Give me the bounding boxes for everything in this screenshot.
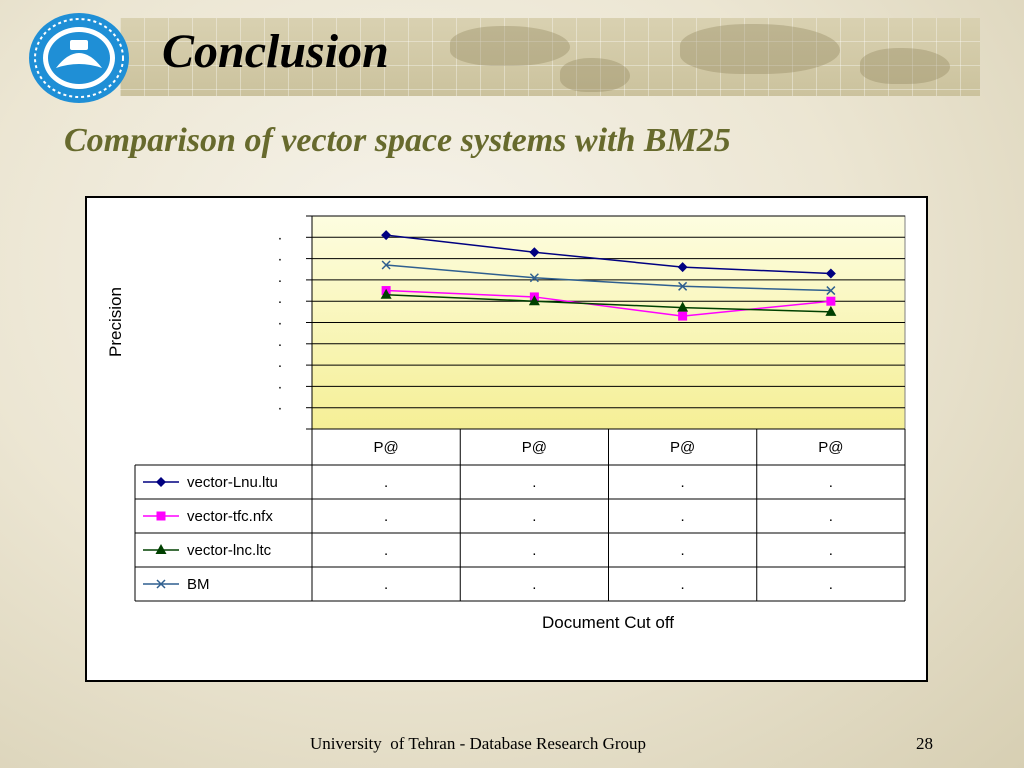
data-point bbox=[677, 262, 688, 273]
map-landmass bbox=[450, 26, 570, 66]
data-point bbox=[826, 286, 836, 296]
data-point bbox=[825, 268, 836, 279]
table-value-cell: . bbox=[384, 474, 388, 491]
legend-label: vector-tfc.nfx bbox=[187, 508, 273, 525]
legend-marker bbox=[156, 477, 166, 487]
y-tick-label: . bbox=[278, 248, 282, 265]
data-point bbox=[381, 230, 392, 241]
map-landmass bbox=[860, 48, 950, 84]
data-point bbox=[381, 260, 391, 270]
x-category-label: P@ bbox=[818, 439, 843, 456]
data-point bbox=[528, 295, 540, 306]
table-value-cell: . bbox=[681, 474, 685, 491]
y-tick-label: . bbox=[278, 333, 282, 350]
table-value-cell: . bbox=[532, 508, 536, 525]
y-tick-label: . bbox=[278, 312, 282, 329]
data-point bbox=[677, 301, 689, 312]
table-value-cell: . bbox=[829, 542, 833, 559]
table-value-cell: . bbox=[384, 576, 388, 593]
legend-label: vector-Lnu.ltu bbox=[187, 474, 278, 491]
y-tick-label: . bbox=[278, 397, 282, 414]
table-value-cell: . bbox=[532, 542, 536, 559]
legend-label: vector-lnc.ltc bbox=[187, 542, 272, 559]
legend-label: BM bbox=[187, 576, 210, 593]
table-value-cell: . bbox=[532, 474, 536, 491]
y-tick-label: . bbox=[278, 226, 282, 243]
series-line-vector-tfc.nfx bbox=[386, 289, 831, 317]
series-line-BM bbox=[386, 264, 831, 292]
footer-text: University of Tehran - Database Research… bbox=[310, 734, 647, 753]
table-value-cell: . bbox=[532, 576, 536, 593]
table-value-cell: . bbox=[681, 576, 685, 593]
series-line-vector-Lnu.ltu bbox=[386, 234, 831, 275]
table-value-cell: . bbox=[829, 474, 833, 491]
y-tick-label: . bbox=[278, 354, 282, 371]
table-value-cell: . bbox=[829, 576, 833, 593]
table-value-cell: . bbox=[384, 542, 388, 559]
legend-marker bbox=[156, 511, 166, 521]
table-value-cell: . bbox=[384, 508, 388, 525]
legend-marker bbox=[155, 544, 167, 554]
world-map-background bbox=[120, 18, 980, 96]
precision-line-chart: ......... Precision P@ P@ P@ P@ vector-Lnu.ltu… bbox=[106, 215, 906, 632]
map-landmass bbox=[560, 58, 630, 92]
data-point bbox=[529, 273, 539, 283]
data-point bbox=[529, 247, 540, 258]
x-category-label: P@ bbox=[670, 439, 695, 456]
header-band bbox=[120, 18, 980, 96]
legend-marker bbox=[156, 579, 166, 589]
chart-container: ......... Precision P@ P@ P@ P@ vector-Lnu.ltu… bbox=[85, 196, 928, 682]
data-point bbox=[825, 305, 837, 316]
data-point bbox=[678, 281, 688, 291]
table-value-cell: . bbox=[829, 508, 833, 525]
y-tick-label: . bbox=[278, 290, 282, 307]
table-value-cell: . bbox=[681, 542, 685, 559]
university-logo bbox=[29, 13, 129, 103]
map-landmass bbox=[680, 24, 840, 74]
y-tick-label: . bbox=[278, 375, 282, 392]
data-point bbox=[380, 288, 392, 299]
page-number: 28 bbox=[916, 734, 933, 753]
slide-subtitle: Comparison of vector space systems with … bbox=[64, 122, 731, 159]
x-category-label: P@ bbox=[374, 439, 399, 456]
x-axis-title: Document Cut off bbox=[542, 613, 674, 632]
y-tick-label: . bbox=[278, 269, 282, 286]
y-axis-title: Precision bbox=[106, 287, 125, 357]
data-point bbox=[678, 311, 688, 321]
series-line-vector-lnc.ltc bbox=[386, 294, 831, 313]
slide-title: Conclusion bbox=[162, 25, 389, 78]
table-value-cell: . bbox=[681, 508, 685, 525]
data-point bbox=[826, 296, 836, 306]
x-category-label: P@ bbox=[522, 439, 547, 456]
